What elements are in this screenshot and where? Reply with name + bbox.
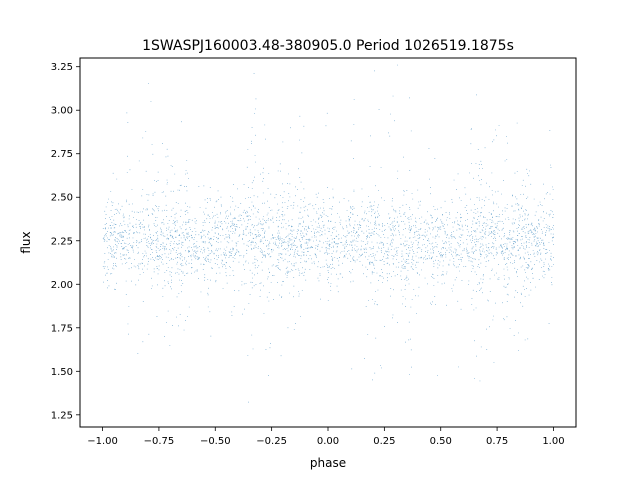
y-tick-label: 3.25 [51, 62, 73, 73]
x-tick-label: 0.50 [430, 436, 452, 447]
chart-title: 1SWASPJ160003.48-380905.0 Period 1026519… [142, 38, 514, 54]
y-tick-label: 3.00 [51, 106, 73, 117]
x-axis-ticks: −1.00 −0.75 −0.50 −0.25 0.00 0.25 0.50 0.75 1.00 [87, 427, 565, 447]
x-tick-label: −0.75 [144, 436, 175, 447]
x-tick-label: 0.00 [317, 436, 339, 447]
y-tick-label: 2.25 [51, 236, 73, 247]
y-tick-label: 1.50 [51, 367, 73, 378]
x-axis-label: phase [310, 456, 346, 470]
y-tick-label: 1.25 [51, 410, 73, 421]
x-tick-label: 0.25 [373, 436, 395, 447]
y-tick-label: 2.75 [51, 149, 73, 160]
x-tick-label: 1.00 [542, 436, 564, 447]
y-tick-label: 1.75 [51, 323, 73, 334]
x-tick-label: −1.00 [87, 436, 118, 447]
y-axis-label: flux [19, 231, 33, 253]
x-tick-label: −0.50 [200, 436, 231, 447]
x-tick-label: −0.25 [256, 436, 287, 447]
y-tick-label: 2.50 [51, 193, 73, 204]
y-axis-ticks: 1.25 1.50 1.75 2.00 2.25 2.50 2.75 3.00 3.25 [51, 62, 80, 421]
y-tick-label: 2.00 [51, 280, 73, 291]
x-tick-label: 0.75 [486, 436, 508, 447]
